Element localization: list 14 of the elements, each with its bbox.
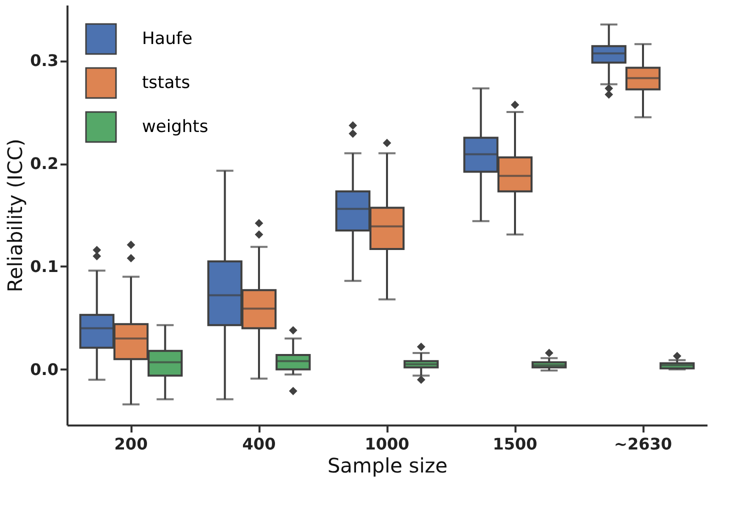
x-tick-label: ~2630 <box>614 434 672 454</box>
x-tick-label: 1000 <box>364 434 410 454</box>
x-tick-label: 400 <box>242 434 276 454</box>
legend-label: Haufe <box>142 29 192 49</box>
legend-label: weights <box>142 117 208 137</box>
y-axis-title: Reliability (ICC) <box>3 138 28 292</box>
y-tick-label: 0.0 <box>30 360 58 379</box>
x-axis-title: Sample size <box>327 454 448 478</box>
y-tick-label: 0.2 <box>30 154 58 174</box>
y-tick-label: 0.1 <box>30 256 58 276</box>
x-tick-label: 200 <box>114 434 148 454</box>
y-tick-label: 0.3 <box>30 51 58 70</box>
legend-label: tstats <box>142 73 190 93</box>
x-tick-label: 1500 <box>492 434 538 454</box>
